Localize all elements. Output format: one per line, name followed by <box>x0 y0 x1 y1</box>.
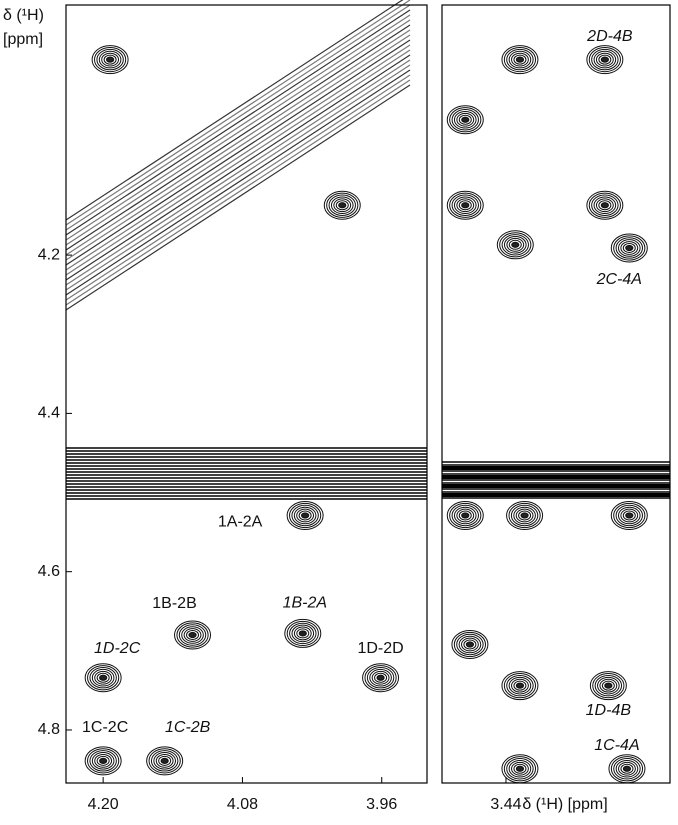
contour-ring <box>466 642 473 647</box>
y-tick-label: 4.2 <box>38 246 60 263</box>
x-tick-label: 3.44 <box>490 796 521 813</box>
contour-ring <box>521 513 528 518</box>
contour-ring <box>189 632 196 637</box>
contour-ring <box>377 675 384 680</box>
contour-ring <box>100 675 107 680</box>
contour-ring <box>623 766 630 771</box>
contour-ring <box>161 758 168 763</box>
y-tick-label: 4.8 <box>38 721 60 738</box>
peak-label: 1B-2B <box>152 595 196 612</box>
contour-ring <box>462 513 469 518</box>
contour-ring <box>100 758 107 763</box>
peak-label: 1C-2B <box>165 719 211 736</box>
contour-ring <box>626 513 633 518</box>
contour-ring <box>516 57 523 62</box>
contour-ring <box>462 117 469 122</box>
contour-ring <box>339 203 346 208</box>
peak-label: 1C-2C <box>82 719 128 736</box>
contour-ring <box>605 683 612 688</box>
peak-label: 1B-2A <box>283 595 327 612</box>
y-axis-unit: [ppm] <box>3 31 43 48</box>
peak-label: 1D-2C <box>94 640 141 657</box>
contour-ring <box>512 242 519 247</box>
nmr-figure: 4.20 4.08 3.96 4.2 4.4 4.6 4.8 δ (¹H) [ppm] 1A-2A… <box>0 0 678 825</box>
x-tick-label: 3.96 <box>366 796 397 813</box>
contour-ring <box>302 513 309 518</box>
x-axis-label: δ (¹H) [ppm] <box>522 796 607 813</box>
contour-ring <box>601 57 608 62</box>
peak-label: 1D-4B <box>586 702 632 719</box>
x-tick-label: 4.20 <box>88 796 119 813</box>
contour-ring <box>626 245 633 250</box>
peak-label: 2D-4B <box>586 28 633 45</box>
peak-label: 1C-4A <box>594 737 639 754</box>
x-tick-label: 4.08 <box>227 796 258 813</box>
peak-label: 1A-2A <box>218 514 263 531</box>
y-axis-label: δ (¹H) <box>3 7 44 24</box>
contour-ring <box>516 766 523 771</box>
peak-label: 2C-4A <box>596 271 642 288</box>
contour-ring <box>601 203 608 208</box>
contour-ring <box>107 57 114 62</box>
y-tick-label: 4.6 <box>38 563 60 580</box>
peak-label: 1D-2D <box>357 640 403 657</box>
background <box>0 0 678 825</box>
contour-ring <box>462 203 469 208</box>
y-tick-label: 4.4 <box>38 405 60 422</box>
contour-ring <box>299 631 306 636</box>
contour-ring <box>516 683 523 688</box>
